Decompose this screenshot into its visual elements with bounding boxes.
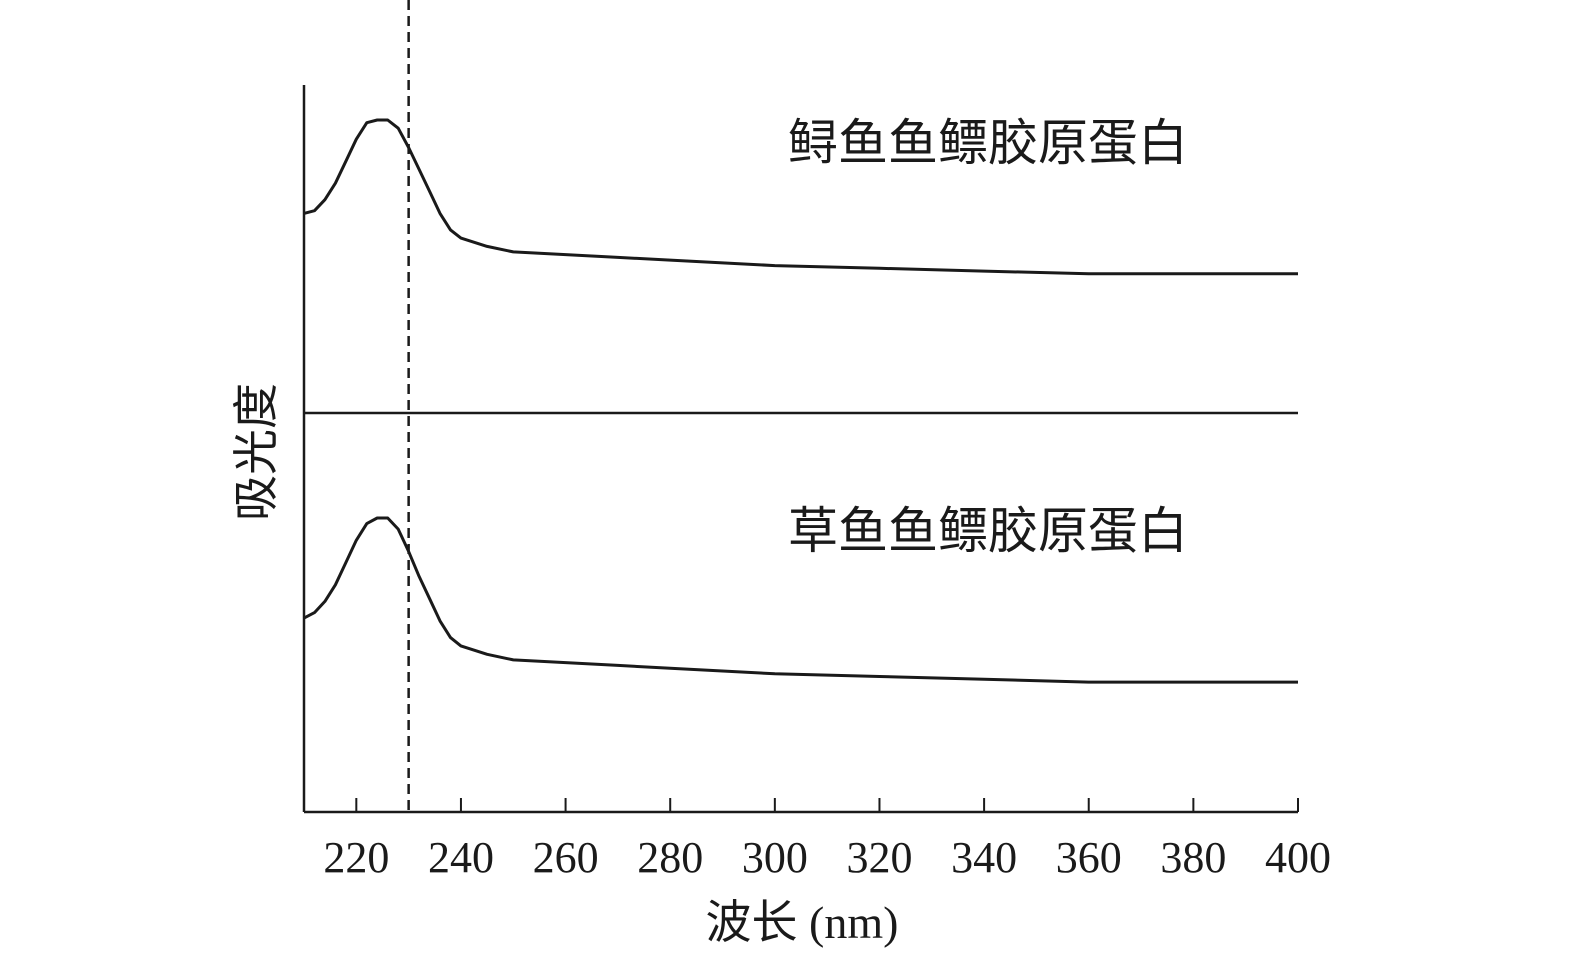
x-tick-label: 280 xyxy=(637,833,703,882)
x-tick-label: 340 xyxy=(951,833,1017,882)
x-tick-label: 240 xyxy=(428,833,494,882)
x-tick-label: 300 xyxy=(742,833,808,882)
x-axis-label: 波长 (nm) xyxy=(706,897,899,948)
y-axis-label: 吸光度 xyxy=(231,383,282,521)
x-tick-label: 400 xyxy=(1265,833,1331,882)
panel-title-grass-carp: 草鱼鱼鳔胶原蛋白 xyxy=(788,503,1188,559)
curve-sturgeon-collagen xyxy=(303,118,1298,276)
x-tick-label: 220 xyxy=(323,833,389,882)
x-tick-label: 260 xyxy=(533,833,599,882)
x-axis-ticks: 220 240 260 280 300 320 340 360 380 400 xyxy=(323,798,1331,882)
x-tick-label: 360 xyxy=(1056,833,1122,882)
curve-grass-carp-collagen xyxy=(303,516,1298,684)
panel-title-sturgeon: 鲟鱼鱼鳔胶原蛋白 xyxy=(788,115,1188,171)
x-tick-label: 380 xyxy=(1160,833,1226,882)
x-tick-label: 320 xyxy=(846,833,912,882)
